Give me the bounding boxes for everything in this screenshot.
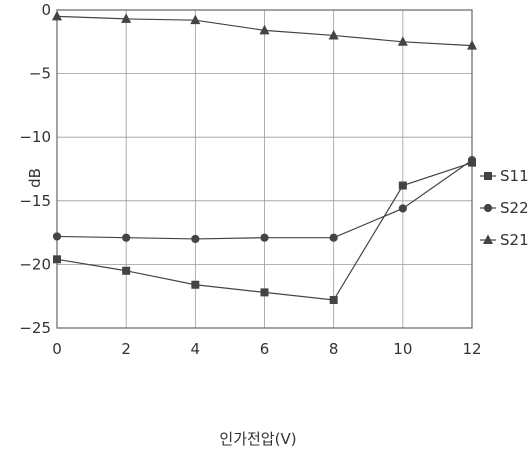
series-group bbox=[51, 10, 478, 305]
data-point-s21 bbox=[328, 29, 339, 40]
legend-marker-s21 bbox=[482, 234, 494, 244]
axes: 0 2 4 6 8 10 12 0 −5 −10 −15 −20 −25 bbox=[19, 1, 481, 358]
data-point-s11 bbox=[329, 296, 338, 305]
grid bbox=[56, 9, 473, 329]
legend: S11 S22 S21 bbox=[480, 167, 528, 249]
data-point-s21 bbox=[190, 14, 201, 25]
x-axis-label: 인가전압(V) bbox=[219, 430, 296, 448]
legend-label-s22: S22 bbox=[500, 199, 528, 217]
data-point-s21 bbox=[121, 13, 132, 23]
data-point-s22 bbox=[260, 233, 269, 242]
data-point-s11 bbox=[122, 266, 131, 275]
x-tick-label: 6 bbox=[260, 340, 270, 358]
x-tick-label: 8 bbox=[329, 340, 339, 358]
data-point-s11 bbox=[260, 288, 269, 297]
legend-marker-s22 bbox=[483, 203, 493, 213]
data-point-s21 bbox=[397, 36, 408, 46]
data-point-s21 bbox=[51, 10, 63, 21]
data-point-s11 bbox=[53, 255, 61, 264]
x-tick-label: 2 bbox=[121, 340, 131, 358]
data-point-s22 bbox=[398, 204, 407, 213]
y-tick-label: −5 bbox=[29, 65, 51, 83]
x-tick-label: 12 bbox=[462, 340, 481, 358]
legend-label-s11: S11 bbox=[500, 167, 528, 185]
y-tick-label: −15 bbox=[19, 192, 51, 210]
y-tick-label: −10 bbox=[19, 128, 51, 146]
legend-marker-s11 bbox=[484, 172, 492, 180]
legend-label-s21: S21 bbox=[500, 231, 528, 249]
data-point-s22 bbox=[52, 232, 62, 241]
data-point-s22 bbox=[122, 233, 131, 242]
y-tick-label: 0 bbox=[41, 1, 51, 19]
data-point-s21 bbox=[259, 24, 270, 35]
data-point-s11 bbox=[191, 280, 200, 289]
data-point-s22 bbox=[191, 234, 200, 244]
y-tick-label: −25 bbox=[19, 319, 51, 337]
x-tick-label: 4 bbox=[191, 340, 201, 358]
data-point-s22 bbox=[467, 155, 477, 165]
plot-frame bbox=[56, 9, 473, 329]
data-point-s11 bbox=[398, 181, 407, 190]
data-point-s21 bbox=[466, 40, 478, 50]
data-point-s22 bbox=[329, 233, 338, 242]
y-tick-label: −20 bbox=[19, 255, 51, 273]
y-axis-label: dB bbox=[26, 168, 44, 188]
x-tick-label: 0 bbox=[52, 340, 62, 358]
x-tick-label: 10 bbox=[393, 340, 412, 358]
